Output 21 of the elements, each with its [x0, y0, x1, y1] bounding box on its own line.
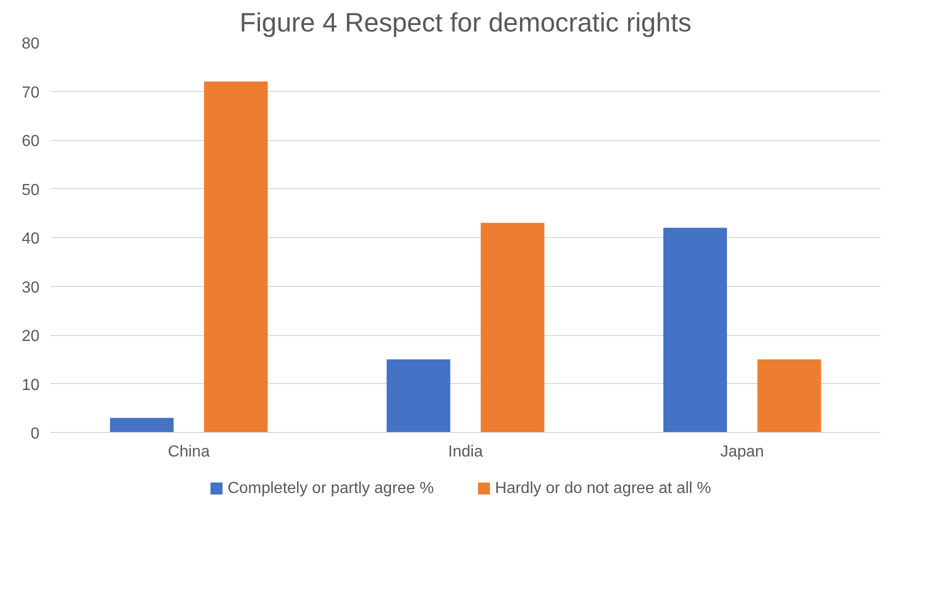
y-tick-label: 0 — [30, 426, 40, 442]
y-tick-label: 60 — [22, 133, 40, 150]
x-tick-label: India — [448, 444, 483, 460]
y-tick-label: 70 — [22, 84, 40, 102]
x-tick-label: Japan — [720, 444, 764, 460]
y-tick-label: 10 — [22, 376, 40, 394]
y-tick-label: 20 — [22, 328, 40, 345]
bar — [386, 359, 450, 432]
y-tick-label: 40 — [22, 230, 40, 248]
chart-title: Figure 4 Respect for democratic rights — [240, 8, 692, 38]
bar — [663, 228, 727, 432]
bar — [204, 82, 268, 432]
legend-label: Completely or partly agree % — [228, 480, 434, 497]
bar — [110, 418, 174, 432]
bar — [480, 222, 544, 432]
bar — [757, 359, 822, 432]
x-tick-label: China — [168, 444, 210, 460]
legend-label: Hardly or do not agree at all % — [495, 480, 712, 497]
y-tick-label: 30 — [22, 279, 40, 296]
y-tick-label: 80 — [22, 36, 40, 52]
y-tick-label: 50 — [22, 182, 40, 199]
